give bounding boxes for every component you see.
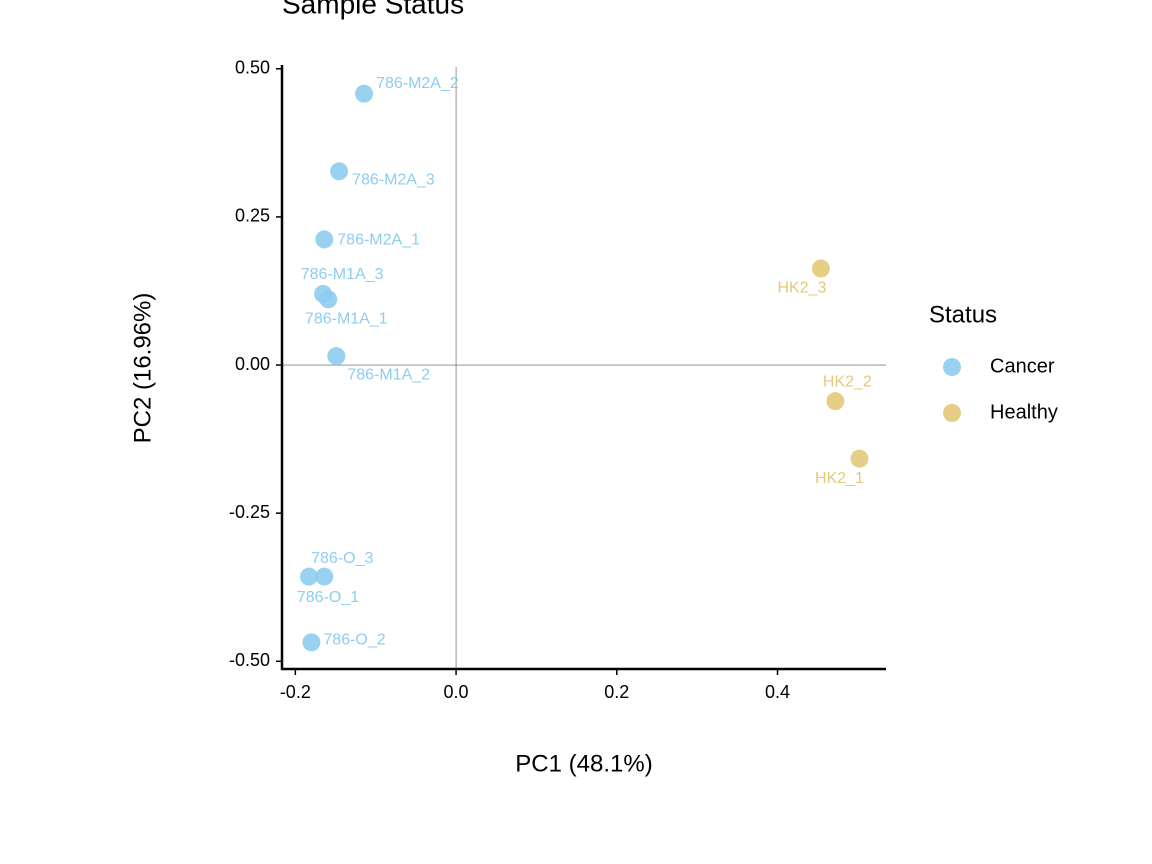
point [315,230,334,249]
point-label: 786-O_2 [323,632,385,649]
y-tick-label: -0.25 [229,502,270,522]
point-label: 786-O_1 [297,589,359,606]
x-axis-title: PC1 (48.1%) [515,750,652,777]
point-label: 786-M2A_2 [376,75,459,92]
y-tick-label: 0.50 [235,58,270,78]
point [300,567,319,586]
point [319,290,338,309]
point [850,449,869,468]
legend-marker [943,358,961,376]
point-label: 786-M1A_3 [301,266,384,283]
x-tick-label: 0.4 [765,682,790,702]
point [355,84,374,103]
point-label: 786-M2A_3 [352,172,435,189]
point [302,633,321,652]
chart-title: Sample Status [282,0,464,19]
point [826,392,845,411]
point-label: 786-O_3 [311,550,373,567]
legend-title: Status [929,301,997,328]
legend-label: Cancer [990,355,1055,377]
point-label: 786-M2A_1 [337,232,420,249]
point-label: HK2_1 [815,470,864,487]
x-tick-label: 0.0 [444,682,469,702]
point [811,259,830,278]
x-tick-label: 0.2 [604,682,629,702]
point-label: 786-M1A_1 [305,310,388,327]
y-tick-label: 0.25 [235,206,270,226]
point [315,567,334,586]
point-label: HK2_2 [823,373,872,390]
x-tick-label: -0.2 [280,682,311,702]
y-tick-label: 0.00 [235,354,270,374]
y-tick-label: -0.50 [229,650,270,670]
point [327,347,346,366]
point-label: HK2_3 [777,280,826,297]
legend-label: Healthy [990,401,1058,423]
legend-marker [943,404,961,422]
point-label: 786-M1A_2 [347,366,430,383]
y-axis-title: PC2 (16.96%) [129,293,156,444]
point [330,162,349,181]
